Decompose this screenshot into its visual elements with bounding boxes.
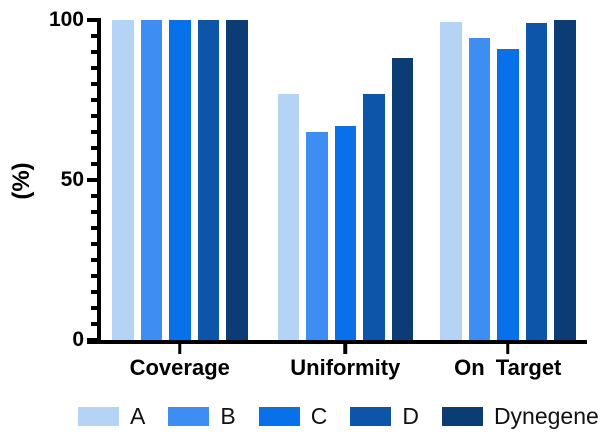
y-tick-label-50: 50 [60,168,84,191]
y-tick-label-100: 100 [48,8,84,31]
bar-group-on-target [440,20,576,340]
category-label-on-target: On Target [454,355,562,380]
legend-item-c: C [258,403,328,429]
y-minor-tick-40 [91,210,97,214]
category-tick-coverage [178,343,182,354]
legend-swatch-b [168,406,210,426]
y-minor-tick-10 [91,306,97,310]
legend-label-dynegene: Dynegene [493,403,599,429]
legend-swatch-a [78,406,119,426]
bar-group-uniformity [277,58,413,340]
y-minor-tick-15 [91,290,97,294]
y-minor-tick-95 [91,34,97,38]
y-minor-tick-5 [91,322,97,326]
y-major-tick-100 [87,18,97,22]
bar-dynegene-on-target [554,20,576,340]
legend-item-d: D [350,403,419,429]
x-axis-line [87,340,587,344]
bar-b-on-target [468,37,490,340]
bar-d-on-target [525,23,547,340]
bar-c-on-target [497,48,519,340]
bar-a-coverage [112,20,134,340]
legend-label-c: C [310,403,328,429]
bar-a-uniformity [277,93,299,340]
bar-d-coverage [197,20,219,340]
bar-b-uniformity [306,132,328,340]
bar-b-coverage [140,20,162,340]
category-tick-on-target [506,343,510,354]
legend-item-b: B [168,403,236,429]
y-minor-tick-45 [91,194,97,198]
bar-dynegene-uniformity [391,58,413,340]
bar-a-on-target [440,21,462,340]
y-minor-tick-85 [91,66,97,70]
y-axis-line [97,18,101,343]
y-minor-tick-70 [91,114,97,118]
legend: A B C D Dynegene [78,403,600,429]
category-tick-uniformity [343,343,347,354]
y-minor-tick-20 [91,274,97,278]
y-minor-tick-60 [91,146,97,150]
bar-dynegene-coverage [226,20,248,340]
category-label-uniformity: Uniformity [290,355,401,380]
y-minor-tick-35 [91,226,97,230]
legend-item-dynegene: Dynegene [441,403,599,429]
y-major-tick-50 [87,178,97,182]
y-minor-tick-90 [91,50,97,54]
legend-label-a: A [130,403,146,429]
legend-swatch-dynegene [441,406,483,426]
legend-swatch-c [258,406,300,426]
y-minor-tick-75 [91,98,97,102]
bar-d-uniformity [363,93,385,340]
y-minor-tick-25 [91,258,97,262]
legend-label-d: D [402,403,419,429]
legend-item-a: A [78,403,145,429]
legend-swatch-d [350,406,392,426]
y-minor-tick-55 [91,162,97,166]
bar-c-uniformity [334,125,356,340]
y-minor-tick-80 [91,82,97,86]
bar-group-coverage [112,20,248,340]
y-tick-label-0: 0 [72,328,84,351]
y-minor-tick-30 [91,242,97,246]
category-label-coverage: Coverage [129,355,230,380]
y-minor-tick-65 [91,130,97,134]
plot-area [87,18,597,344]
legend-label-b: B [220,403,236,429]
bar-c-coverage [169,20,191,340]
